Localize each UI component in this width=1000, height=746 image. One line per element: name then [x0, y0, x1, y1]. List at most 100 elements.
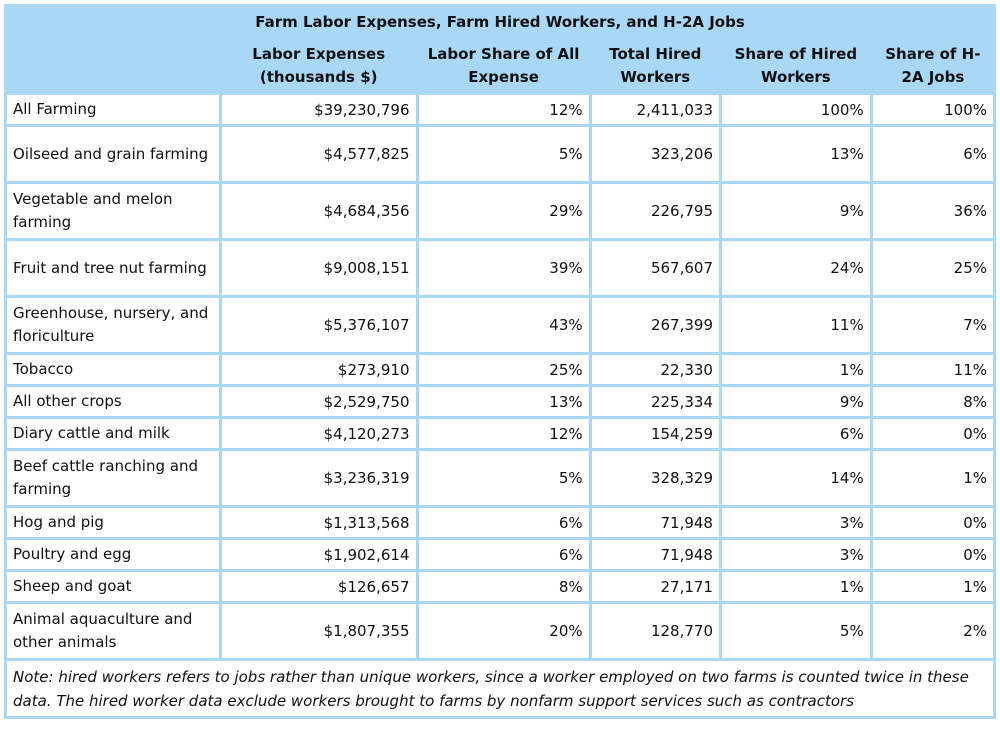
- hired-workers-cell: 71,948: [591, 508, 719, 537]
- hired-share-cell: 24%: [721, 241, 870, 295]
- h2a-share-cell: 2%: [872, 604, 993, 658]
- row-label: Animal aquaculture and other animals: [7, 604, 219, 658]
- h2a-share-cell: 8%: [872, 387, 993, 416]
- h2a-share-cell: 0%: [872, 540, 993, 569]
- labor-expenses-cell: $2,529,750: [221, 387, 416, 416]
- hired-workers-cell: 154,259: [591, 419, 719, 448]
- column-header: Labor Share of All Expense: [418, 40, 589, 92]
- hired-workers-cell: 27,171: [591, 572, 719, 601]
- table-row: Diary cattle and milk $4,120,273 12% 154…: [7, 419, 993, 448]
- labor-expenses-cell: $1,313,568: [221, 508, 416, 537]
- row-label: Diary cattle and milk: [7, 419, 219, 448]
- h2a-share-cell: 0%: [872, 508, 993, 537]
- labor-expenses-cell: $5,376,107: [221, 298, 416, 352]
- hired-workers-cell: 2,411,033: [591, 95, 719, 124]
- column-header: Total Hired Workers: [591, 40, 719, 92]
- labor-share-cell: 39%: [418, 241, 589, 295]
- labor-share-cell: 5%: [418, 127, 589, 181]
- hired-workers-cell: 226,795: [591, 184, 719, 238]
- labor-share-cell: 29%: [418, 184, 589, 238]
- hired-workers-cell: 328,329: [591, 451, 719, 505]
- labor-expenses-cell: $1,902,614: [221, 540, 416, 569]
- labor-share-cell: 12%: [418, 95, 589, 124]
- row-label: Hog and pig: [7, 508, 219, 537]
- labor-expenses-cell: $4,577,825: [221, 127, 416, 181]
- hired-share-cell: 5%: [721, 604, 870, 658]
- h2a-share-cell: 36%: [872, 184, 993, 238]
- table-row: Animal aquaculture and other animals $1,…: [7, 604, 993, 658]
- hired-share-cell: 13%: [721, 127, 870, 181]
- hired-share-cell: 9%: [721, 184, 870, 238]
- table-row: Tobacco $273,910 25% 22,330 1% 11%: [7, 355, 993, 384]
- h2a-share-cell: 0%: [872, 419, 993, 448]
- hired-share-cell: 14%: [721, 451, 870, 505]
- column-header: Share of H-2A Jobs: [872, 40, 993, 92]
- labor-expenses-cell: $1,807,355: [221, 604, 416, 658]
- table-row: Poultry and egg $1,902,614 6% 71,948 3% …: [7, 540, 993, 569]
- labor-share-cell: 13%: [418, 387, 589, 416]
- hired-share-cell: 3%: [721, 540, 870, 569]
- hired-share-cell: 1%: [721, 355, 870, 384]
- row-label: Fruit and tree nut farming: [7, 241, 219, 295]
- row-label: Beef cattle ranching and farming: [7, 451, 219, 505]
- labor-expenses-cell: $39,230,796: [221, 95, 416, 124]
- hired-share-cell: 9%: [721, 387, 870, 416]
- labor-expenses-cell: $126,657: [221, 572, 416, 601]
- table-row: Greenhouse, nursery, and floriculture $5…: [7, 298, 993, 352]
- column-header: Share of Hired Workers: [721, 40, 870, 92]
- labor-share-cell: 12%: [418, 419, 589, 448]
- table-row: Oilseed and grain farming $4,577,825 5% …: [7, 127, 993, 181]
- labor-share-cell: 6%: [418, 540, 589, 569]
- hired-workers-cell: 128,770: [591, 604, 719, 658]
- hired-share-cell: 1%: [721, 572, 870, 601]
- note-row: Note: hired workers refers to jobs rathe…: [7, 661, 993, 716]
- h2a-share-cell: 100%: [872, 95, 993, 124]
- hired-workers-cell: 22,330: [591, 355, 719, 384]
- hired-share-cell: 11%: [721, 298, 870, 352]
- hired-share-cell: 3%: [721, 508, 870, 537]
- h2a-share-cell: 1%: [872, 572, 993, 601]
- table-row: Sheep and goat $126,657 8% 27,171 1% 1%: [7, 572, 993, 601]
- header-blank-cell: [7, 40, 219, 92]
- row-label: Poultry and egg: [7, 540, 219, 569]
- labor-share-cell: 43%: [418, 298, 589, 352]
- labor-share-cell: 25%: [418, 355, 589, 384]
- table-row: Fruit and tree nut farming $9,008,151 39…: [7, 241, 993, 295]
- hired-workers-cell: 323,206: [591, 127, 719, 181]
- labor-share-cell: 20%: [418, 604, 589, 658]
- hired-share-cell: 6%: [721, 419, 870, 448]
- hired-workers-cell: 71,948: [591, 540, 719, 569]
- row-label: Greenhouse, nursery, and floriculture: [7, 298, 219, 352]
- labor-share-cell: 6%: [418, 508, 589, 537]
- h2a-share-cell: 11%: [872, 355, 993, 384]
- column-header: Labor Expenses (thousands $): [221, 40, 416, 92]
- hired-workers-cell: 225,334: [591, 387, 719, 416]
- row-label: Sheep and goat: [7, 572, 219, 601]
- labor-expenses-cell: $4,120,273: [221, 419, 416, 448]
- table-note: Note: hired workers refers to jobs rathe…: [7, 661, 993, 716]
- hired-workers-cell: 267,399: [591, 298, 719, 352]
- row-label: All other crops: [7, 387, 219, 416]
- row-label: Vegetable and melon farming: [7, 184, 219, 238]
- labor-table-container: Farm Labor Expenses, Farm Hired Workers,…: [4, 4, 996, 719]
- hired-workers-cell: 567,607: [591, 241, 719, 295]
- table-row: All Farming $39,230,796 12% 2,411,033 10…: [7, 95, 993, 124]
- row-label: All Farming: [7, 95, 219, 124]
- labor-expenses-cell: $4,684,356: [221, 184, 416, 238]
- labor-expenses-cell: $3,236,319: [221, 451, 416, 505]
- hired-share-cell: 100%: [721, 95, 870, 124]
- row-label: Oilseed and grain farming: [7, 127, 219, 181]
- table-row: Beef cattle ranching and farming $3,236,…: [7, 451, 993, 505]
- labor-expenses-cell: $273,910: [221, 355, 416, 384]
- table-title: Farm Labor Expenses, Farm Hired Workers,…: [7, 7, 993, 37]
- table-row: Hog and pig $1,313,568 6% 71,948 3% 0%: [7, 508, 993, 537]
- labor-share-cell: 8%: [418, 572, 589, 601]
- row-label: Tobacco: [7, 355, 219, 384]
- table-row: Vegetable and melon farming $4,684,356 2…: [7, 184, 993, 238]
- table-row: All other crops $2,529,750 13% 225,334 9…: [7, 387, 993, 416]
- h2a-share-cell: 25%: [872, 241, 993, 295]
- h2a-share-cell: 1%: [872, 451, 993, 505]
- h2a-share-cell: 7%: [872, 298, 993, 352]
- h2a-share-cell: 6%: [872, 127, 993, 181]
- labor-share-cell: 5%: [418, 451, 589, 505]
